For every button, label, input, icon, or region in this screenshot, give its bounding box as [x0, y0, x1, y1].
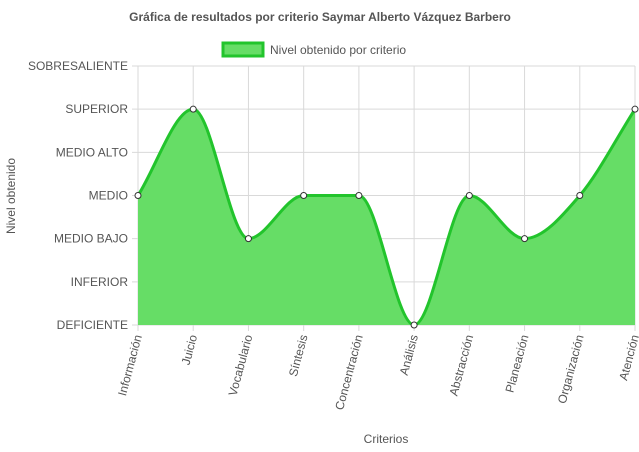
data-point[interactable] [465, 192, 473, 199]
x-tick-label: Organización [555, 333, 587, 405]
series-area-fill [138, 109, 635, 326]
y-tick-label: SUPERIOR [65, 102, 128, 116]
x-tick-label: Información [115, 333, 145, 397]
y-tick-label: SOBRESALIENTE [28, 59, 128, 73]
x-axis-label: Criterios [364, 432, 409, 446]
series-line [136, 107, 637, 327]
y-tick-label: MEDIO BAJO [54, 232, 128, 246]
data-point[interactable] [576, 192, 584, 199]
x-tick-labels: Información Juicio Vocabulario Síntesis Conc… [115, 333, 639, 412]
x-tick-label: Planeación [503, 333, 532, 394]
area-layer [136, 107, 637, 327]
x-tick-label: Vocabulario [226, 333, 256, 398]
x-tick-label: Atención [616, 333, 639, 382]
legend-label[interactable]: Nivel obtenido por criterio [270, 43, 406, 57]
y-tick-label: MEDIO [89, 189, 128, 203]
data-points [134, 105, 639, 329]
y-axis-label: Nivel obtenido [4, 158, 18, 234]
x-tick-label: Concentración [332, 333, 366, 411]
data-point[interactable] [134, 192, 142, 199]
legend-swatch[interactable] [221, 41, 265, 58]
y-tick-label: DEFICIENTE [57, 318, 128, 332]
data-point[interactable] [521, 235, 529, 243]
data-point[interactable] [355, 192, 363, 199]
data-point[interactable] [300, 192, 308, 199]
data-point[interactable] [410, 321, 418, 329]
y-tick-label: INFERIOR [71, 275, 129, 289]
data-point[interactable] [631, 105, 639, 113]
data-point[interactable] [244, 235, 252, 243]
data-point[interactable] [189, 105, 197, 113]
x-tick-label: Abstracción [446, 333, 476, 397]
x-tick-label: Análisis [397, 333, 421, 377]
x-tick-label: Juicio [179, 333, 201, 367]
y-tick-labels: DEFICIENTE INFERIOR MEDIO BAJO MEDIO MEDIO A… [28, 59, 128, 332]
x-tick-label: Síntesis [286, 333, 311, 378]
legend[interactable]: Nivel obtenido por criterio [221, 41, 406, 58]
y-tick-label: MEDIO ALTO [56, 145, 128, 159]
chart-title: Gráfica de resultados por criterio Sayma… [129, 10, 511, 24]
